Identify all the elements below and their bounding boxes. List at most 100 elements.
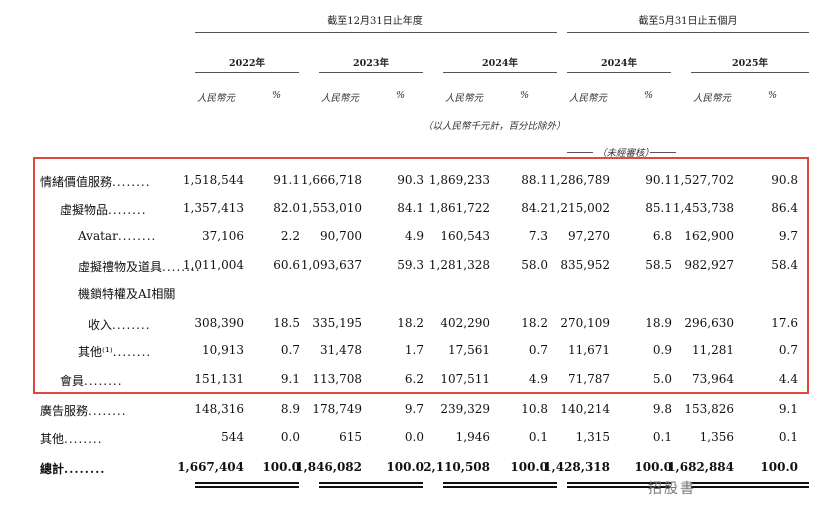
- total-rule-2024-a: [443, 482, 557, 484]
- amount-cell-emotional-value-services: 1,869,233: [428, 173, 490, 187]
- amount-cell-virtual-gifts-props: 1,093,637: [300, 258, 362, 272]
- row-label-privilege-ai-header: 機鎖特權及AI相關: [78, 287, 176, 301]
- pct-cell-advertising-services: 10.8: [521, 402, 548, 416]
- year-header-2023: 2023年: [353, 58, 389, 69]
- amount-cell-avatar: 160,543: [440, 229, 490, 243]
- pct-cell-advertising-services: 9.1: [778, 402, 798, 416]
- amount-cell-advertising-services: 140,214: [560, 402, 610, 416]
- amount-cell-virtual-items: 1,861,722: [428, 201, 490, 215]
- row-label-emotional-value-services: 情緒價值服務........: [40, 175, 151, 189]
- total-rule-2024-b: [443, 486, 557, 488]
- pct-cell-virtual-gifts-props: 58.5: [645, 258, 672, 272]
- leader-dots: ........: [162, 260, 201, 274]
- leader-dots: ........: [88, 404, 127, 418]
- leader-dots: ........: [112, 175, 151, 189]
- pct-cell-virtual-items-other: 1.7: [404, 343, 424, 357]
- amount-cell-virtual-items-other: 11,671: [568, 343, 610, 357]
- year-rule-2024-ytd: [567, 72, 671, 73]
- total-rule-2023-a: [319, 482, 423, 484]
- pct-cell-avatar: 4.9: [404, 229, 424, 243]
- pct-cell-membership: 5.0: [652, 372, 672, 386]
- amount-cell-advertising-services: 148,316: [194, 402, 244, 416]
- unaudited-note: （未經審核）: [597, 148, 655, 159]
- amount-cell-avatar: 162,900: [684, 229, 734, 243]
- amount-cell-total: 2,110,508: [423, 460, 490, 474]
- pct-cell-emotional-value-services: 90.3: [397, 173, 424, 187]
- year-rule-2025-ytd: [691, 72, 809, 73]
- total-rule-2023-b: [319, 486, 423, 488]
- year-rule-2024: [443, 72, 557, 73]
- amount-cell-emotional-value-services: 1,518,544: [182, 173, 244, 187]
- total-rule-2022-pct-a: [258, 482, 298, 484]
- pct-cell-virtual-items-other: 0.7: [778, 343, 798, 357]
- pct-cell-virtual-gifts-props: 58.0: [521, 258, 548, 272]
- pct-cell-avatar: 7.3: [528, 229, 548, 243]
- watermark: 招股書: [648, 481, 696, 497]
- amount-cell-membership: 71,787: [568, 372, 610, 386]
- pct-cell-other-revenue: 0.1: [778, 430, 798, 444]
- amount-cell-virtual-gifts-props: 982,927: [684, 258, 734, 272]
- pct-cell-emotional-value-services: 90.1: [645, 173, 672, 187]
- amount-cell-membership: 73,964: [692, 372, 734, 386]
- pct-cell-emotional-value-services: 90.8: [771, 173, 798, 187]
- pct-cell-virtual-items: 86.4: [771, 201, 798, 215]
- pct-cell-virtual-items: 82.0: [273, 201, 300, 215]
- row-label-virtual-items: 虛擬物品........: [60, 203, 147, 217]
- amount-cell-avatar: 90,700: [320, 229, 362, 243]
- pct-cell-membership: 6.2: [404, 372, 424, 386]
- amount-cell-emotional-value-services: 1,286,789: [548, 173, 610, 187]
- leader-dots: ........: [117, 229, 157, 243]
- unit-amount-2023: 人民幣元: [321, 93, 360, 104]
- highlight-box: [33, 157, 809, 394]
- year-header-2022: 2022年: [229, 58, 265, 69]
- amount-cell-membership: 151,131: [194, 372, 244, 386]
- pct-cell-total: 100.0: [262, 460, 300, 474]
- unaudited-rule-left: [567, 152, 593, 153]
- unit-pct-2024-ytd: %: [644, 90, 654, 101]
- row-label-advertising-services: 廣告服務........: [40, 404, 127, 418]
- pct-cell-membership: 9.1: [280, 372, 300, 386]
- amount-cell-emotional-value-services: 1,527,702: [672, 173, 734, 187]
- year-rule-2023: [319, 72, 423, 73]
- amount-cell-privilege-ai-revenue: 308,390: [194, 316, 244, 330]
- year-rule-2022: [195, 72, 299, 73]
- unit-pct-2023: %: [396, 90, 406, 101]
- unit-pct-2024: %: [520, 90, 530, 101]
- amount-cell-privilege-ai-revenue: 402,290: [440, 316, 490, 330]
- amount-cell-total: 1,846,082: [295, 460, 362, 474]
- row-label-other-revenue: 其他........: [40, 432, 103, 446]
- leader-dots: ........: [108, 203, 147, 217]
- pct-cell-virtual-items-other: 0.7: [280, 343, 300, 357]
- amount-cell-total: 1,682,884: [667, 460, 734, 474]
- pct-cell-virtual-items: 84.2: [521, 201, 548, 215]
- row-label-virtual-items-other: 其他⁽¹⁾........: [78, 345, 152, 359]
- pct-cell-total: 100.0: [510, 460, 548, 474]
- year-header-2024: 2024年: [482, 58, 518, 69]
- amount-cell-other-revenue: 1,315: [575, 430, 610, 444]
- pct-cell-privilege-ai-revenue: 17.6: [771, 316, 798, 330]
- period-group-rule: [567, 32, 809, 33]
- leader-dots: ........: [112, 345, 152, 359]
- pct-cell-other-revenue: 0.0: [404, 430, 424, 444]
- pct-cell-virtual-gifts-props: 58.4: [771, 258, 798, 272]
- row-label-total: 總計........: [40, 462, 106, 476]
- pct-cell-virtual-items-other: 0.7: [528, 343, 548, 357]
- pct-cell-virtual-items: 85.1: [645, 201, 672, 215]
- units-note: （以人民幣千元計，百分比除外）: [423, 121, 566, 132]
- pct-cell-other-revenue: 0.0: [280, 430, 300, 444]
- amount-cell-virtual-items: 1,215,002: [548, 201, 610, 215]
- amount-cell-virtual-items-other: 10,913: [202, 343, 244, 357]
- amount-cell-membership: 113,708: [312, 372, 362, 386]
- amount-cell-advertising-services: 178,749: [312, 402, 362, 416]
- unit-amount-2025-ytd: 人民幣元: [693, 93, 732, 104]
- amount-cell-other-revenue: 615: [339, 430, 362, 444]
- pct-cell-membership: 4.4: [778, 372, 798, 386]
- amount-cell-avatar: 97,270: [568, 229, 610, 243]
- pct-cell-privilege-ai-revenue: 18.2: [521, 316, 548, 330]
- total-rule-2022-a: [195, 482, 299, 484]
- amount-cell-privilege-ai-revenue: 270,109: [560, 316, 610, 330]
- pct-cell-virtual-gifts-props: 60.6: [273, 258, 300, 272]
- pct-cell-privilege-ai-revenue: 18.5: [273, 316, 300, 330]
- pct-cell-advertising-services: 8.9: [280, 402, 300, 416]
- amount-cell-avatar: 37,106: [202, 229, 244, 243]
